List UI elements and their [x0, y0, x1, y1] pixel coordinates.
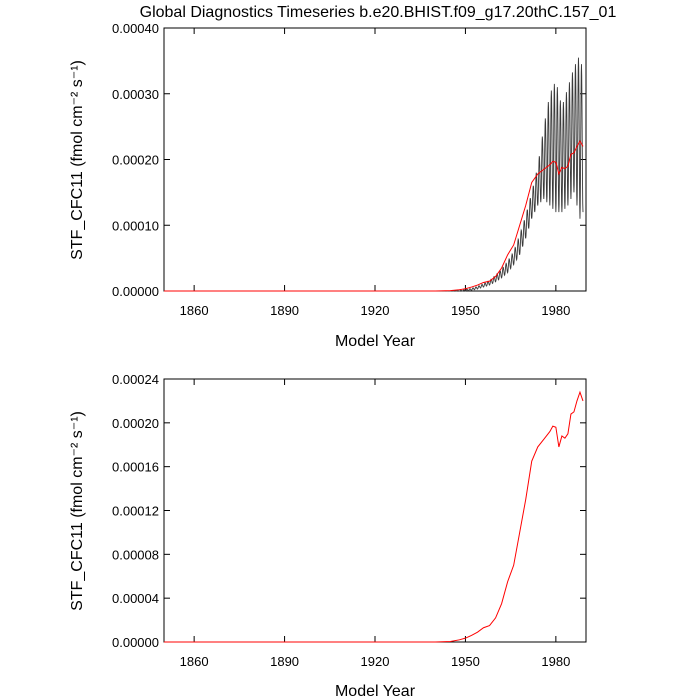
- y-tick-label: 0.00012: [112, 504, 159, 519]
- figure-title: Global Diagnostics Timeseries b.e20.BHIS…: [140, 4, 617, 21]
- monthly-series-line: [164, 57, 584, 292]
- x-tick-label: 1890: [270, 303, 299, 318]
- x-tick-label: 1980: [541, 654, 570, 669]
- y-tick-label: 0.00010: [112, 218, 159, 233]
- y-tick-label: 0.00020: [112, 416, 159, 431]
- y-ticks: 0.00000 0.00010 0.00020 0.00030 0.00040: [112, 21, 586, 299]
- x-tick-label: 1860: [180, 303, 209, 318]
- x-tick-label: 1950: [451, 654, 480, 669]
- x-ticks: 1860 1890 1920 1950 1980: [180, 379, 570, 669]
- y-tick-label: 0.00020: [112, 153, 159, 168]
- x-tick-label: 1860: [180, 654, 209, 669]
- x-tick-label: 1950: [451, 303, 480, 318]
- y-tick-label: 0.00000: [112, 284, 159, 299]
- x-axis-label: Model Year: [335, 333, 416, 350]
- y-tick-label: 0.00030: [112, 87, 159, 102]
- y-tick-label: 0.00024: [112, 372, 159, 387]
- plot-frame: [163, 27, 587, 292]
- y-ticks: 0.00000 0.00004 0.00008 0.00012 0.00016 0.000…: [112, 372, 586, 650]
- y-tick-label: 0.00000: [112, 635, 159, 650]
- y-tick-label: 0.00016: [112, 460, 159, 475]
- y-axis-label: STF_CFC11 (fmol cm⁻² s⁻¹): [69, 60, 86, 260]
- x-tick-label: 1920: [361, 654, 390, 669]
- y-tick-label: 0.00008: [112, 547, 159, 562]
- annual-mean-series-line: [164, 140, 584, 292]
- x-tick-label: 1920: [361, 303, 390, 318]
- x-tick-label: 1980: [541, 303, 570, 318]
- panel-top: 0.00000 0.00010 0.00020 0.00030 0.00040 1860…: [69, 21, 587, 350]
- x-axis-label: Model Year: [335, 683, 416, 700]
- annual-mean-series-line: [164, 390, 584, 643]
- panel-bottom: 0.00000 0.00004 0.00008 0.00012 0.00016 0.000…: [69, 372, 587, 700]
- y-axis-label: STF_CFC11 (fmol cm⁻² s⁻¹): [69, 411, 86, 611]
- x-ticks: 1860 1890 1920 1950 1980: [180, 28, 570, 318]
- y-tick-label: 0.00004: [112, 591, 159, 606]
- plot-frame: [163, 378, 587, 643]
- x-tick-label: 1890: [270, 654, 299, 669]
- series-layer: [164, 390, 584, 643]
- series-layer: [164, 57, 584, 292]
- y-tick-label: 0.00040: [112, 21, 159, 36]
